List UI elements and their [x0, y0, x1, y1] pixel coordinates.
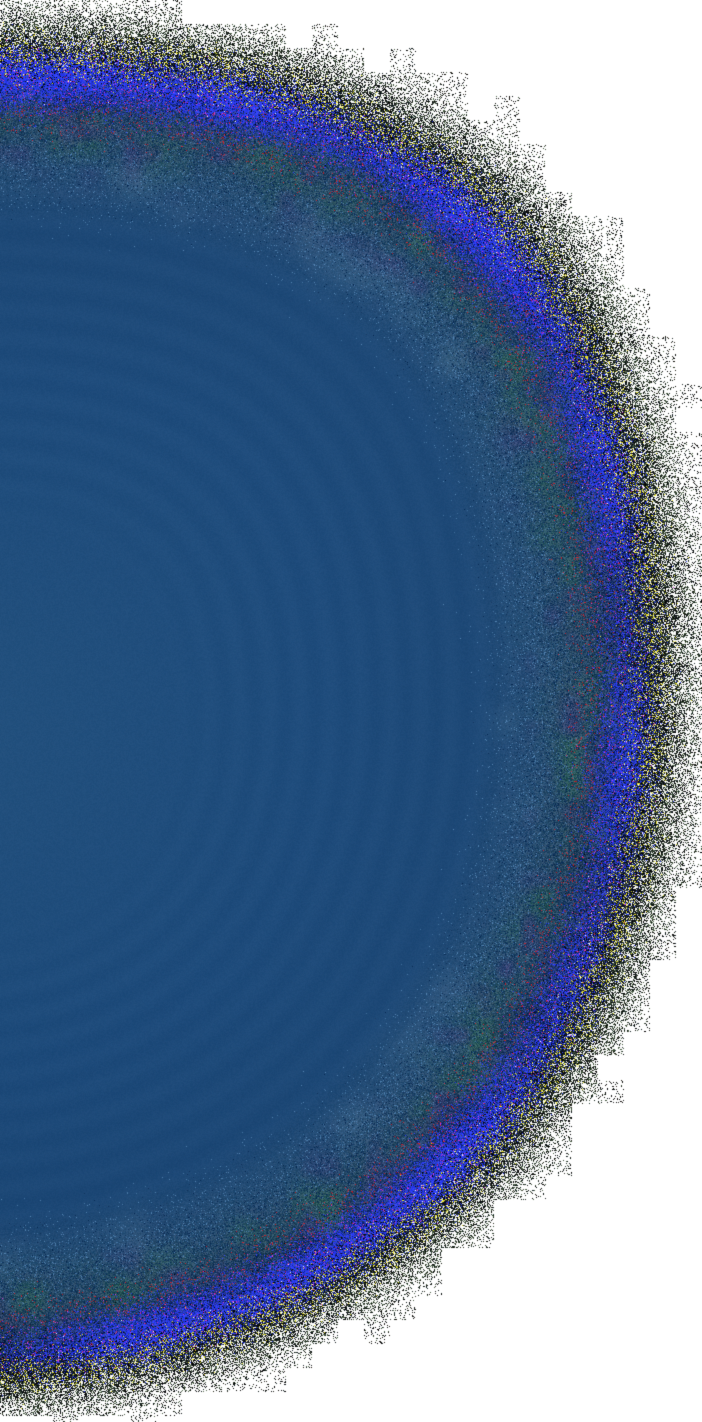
zoomed-noisy-disc-image: [0, 0, 702, 1422]
image-canvas-container: [0, 0, 702, 1422]
